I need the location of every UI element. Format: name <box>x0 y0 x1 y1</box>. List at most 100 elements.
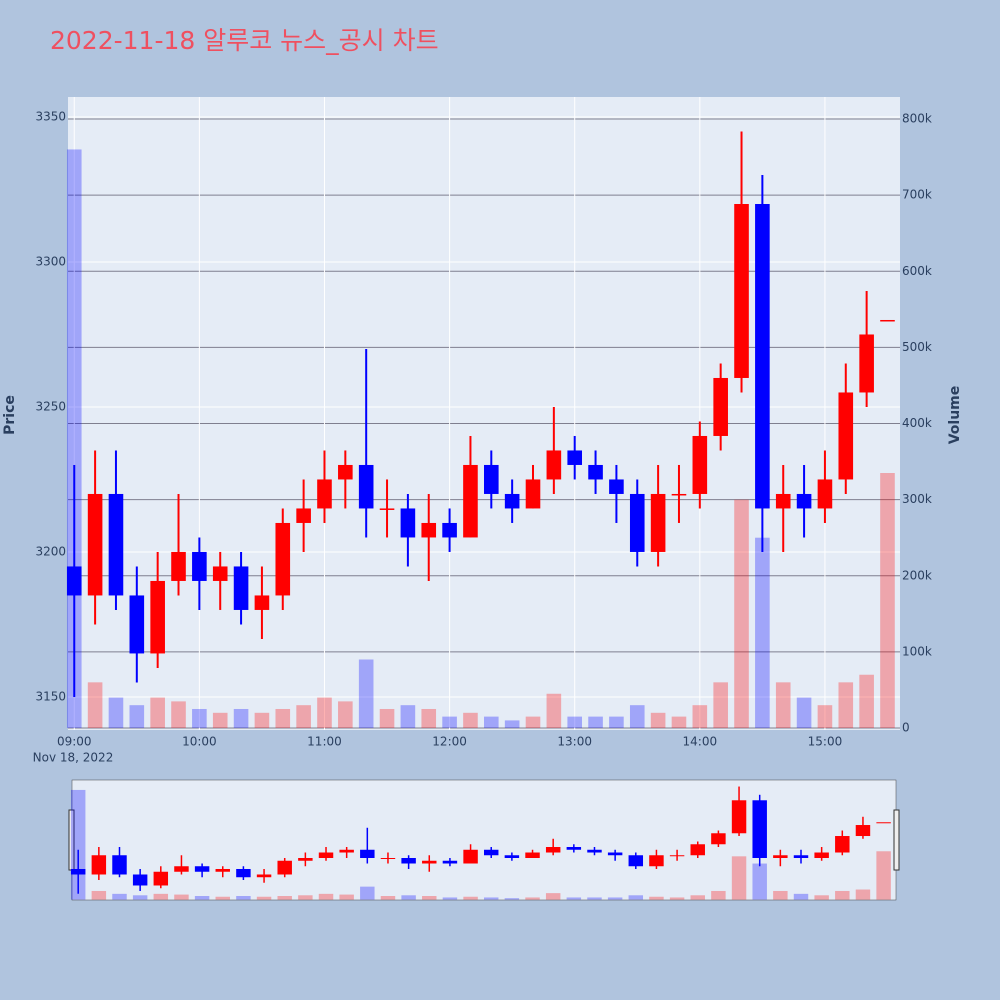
candle-body <box>838 392 854 480</box>
slider-volume-bar <box>318 893 334 900</box>
x-tick-label: 13:00 <box>557 735 592 749</box>
volume-bar <box>233 708 249 729</box>
slider-candle-body <box>463 849 478 864</box>
slider-candle-body <box>628 855 644 867</box>
volume-bar <box>567 716 583 729</box>
slider-candle-body <box>298 858 313 861</box>
candle-body <box>379 508 395 510</box>
slider-volume-bar <box>174 894 189 900</box>
slider-candle-body <box>380 858 396 860</box>
slider-volume-bar <box>256 896 272 900</box>
candle-body <box>233 566 249 610</box>
volume-bar <box>692 705 708 729</box>
slider-volume-bar <box>793 893 809 900</box>
volume-bar <box>463 712 478 729</box>
slider-candle-body <box>91 855 107 875</box>
volume-bar <box>713 682 728 729</box>
slider-volume-bar <box>835 890 850 900</box>
slider-volume-bar <box>855 889 871 900</box>
slider-candle-body <box>194 866 210 872</box>
y-tick-label: 3350 <box>35 110 66 124</box>
candle-body <box>796 493 812 509</box>
volume-bar <box>275 708 291 729</box>
slider-volume-bar <box>814 895 829 900</box>
slider-candle-body <box>566 847 582 850</box>
candle-body <box>400 508 416 538</box>
volume-bar <box>296 705 311 729</box>
plot-area <box>68 97 900 730</box>
candle-body <box>358 464 374 509</box>
x-tick-label: 15:00 <box>808 735 843 749</box>
volume-bar <box>87 682 103 729</box>
y2-tick-label: 100k <box>902 644 932 658</box>
x-tick-label: 12:00 <box>432 735 467 749</box>
volume-bar <box>129 705 145 729</box>
slider-volume-bar <box>649 896 664 900</box>
volume-bar <box>859 674 874 729</box>
slider-candle-body <box>690 844 705 856</box>
candle-body <box>817 479 833 509</box>
slider-candle-body <box>256 874 272 878</box>
slider-volume-bar <box>504 898 520 900</box>
slider-candle-body <box>401 858 416 864</box>
volume-bar <box>838 682 854 729</box>
candle-body <box>442 522 457 538</box>
y-tick-label: 3250 <box>35 399 66 413</box>
slider-volume-bar <box>380 896 396 900</box>
slider-volume-bar <box>360 886 375 900</box>
slider-volume-bar <box>484 897 499 900</box>
slider-volume-bar <box>752 863 767 900</box>
slider-volume-bar <box>669 897 685 900</box>
slider-candle-body <box>70 868 86 875</box>
candle-body <box>546 450 562 480</box>
volume-bar <box>379 708 395 729</box>
volume-bar <box>192 708 207 729</box>
volume-bar <box>254 712 270 729</box>
volume-bar <box>442 716 457 729</box>
volume-bar <box>484 716 499 729</box>
candle-body <box>192 551 207 581</box>
candle-body <box>755 203 770 509</box>
candle-body <box>108 493 124 596</box>
slider-volume-bar <box>91 890 107 900</box>
y2-tick-label: 800k <box>902 112 932 126</box>
candle-body <box>150 580 165 654</box>
slider-candle-body <box>318 852 334 859</box>
slider-volume-bar <box>773 890 788 900</box>
volume-bar <box>171 701 186 729</box>
slider-volume-bar <box>587 897 602 900</box>
slider-volume-bar <box>132 895 148 900</box>
slider-candle-body <box>587 849 602 853</box>
x-tick-label: 11:00 <box>307 735 342 749</box>
y2-tick-label: 500k <box>902 340 932 354</box>
chart-title: 2022-11-18 알루코 뉴스_공시 차트 <box>50 26 439 55</box>
slider-candle-body <box>422 860 437 864</box>
slider-volume-bar <box>566 897 582 900</box>
slider-volume-bar <box>690 895 705 900</box>
slider-volume-bar <box>194 896 210 900</box>
slider-candle-body <box>504 855 520 859</box>
candle-body <box>629 493 645 552</box>
candle-body <box>212 566 228 581</box>
slider-volume-bar <box>339 894 354 900</box>
candle-body <box>692 435 708 494</box>
x-date-label: Nov 18, 2022 <box>33 751 114 765</box>
range-handle-right[interactable] <box>893 809 900 871</box>
slider-candle-body <box>215 868 230 872</box>
volume-bar <box>650 712 666 729</box>
candle-body <box>880 319 895 322</box>
candle-body <box>275 522 291 596</box>
candle-body <box>296 508 311 523</box>
candle-body <box>87 493 103 596</box>
candle-body <box>504 493 520 509</box>
volume-bar <box>546 693 562 729</box>
volume-bar <box>588 716 603 729</box>
candle-body <box>525 479 541 509</box>
candle-body <box>338 464 353 480</box>
volume-bar <box>150 697 165 729</box>
range-slider[interactable] <box>71 779 897 901</box>
slider-candle-body <box>525 852 540 859</box>
slider-candle-body <box>442 860 458 864</box>
slider-candle-body <box>174 866 189 872</box>
slider-volume-bar <box>525 897 540 900</box>
